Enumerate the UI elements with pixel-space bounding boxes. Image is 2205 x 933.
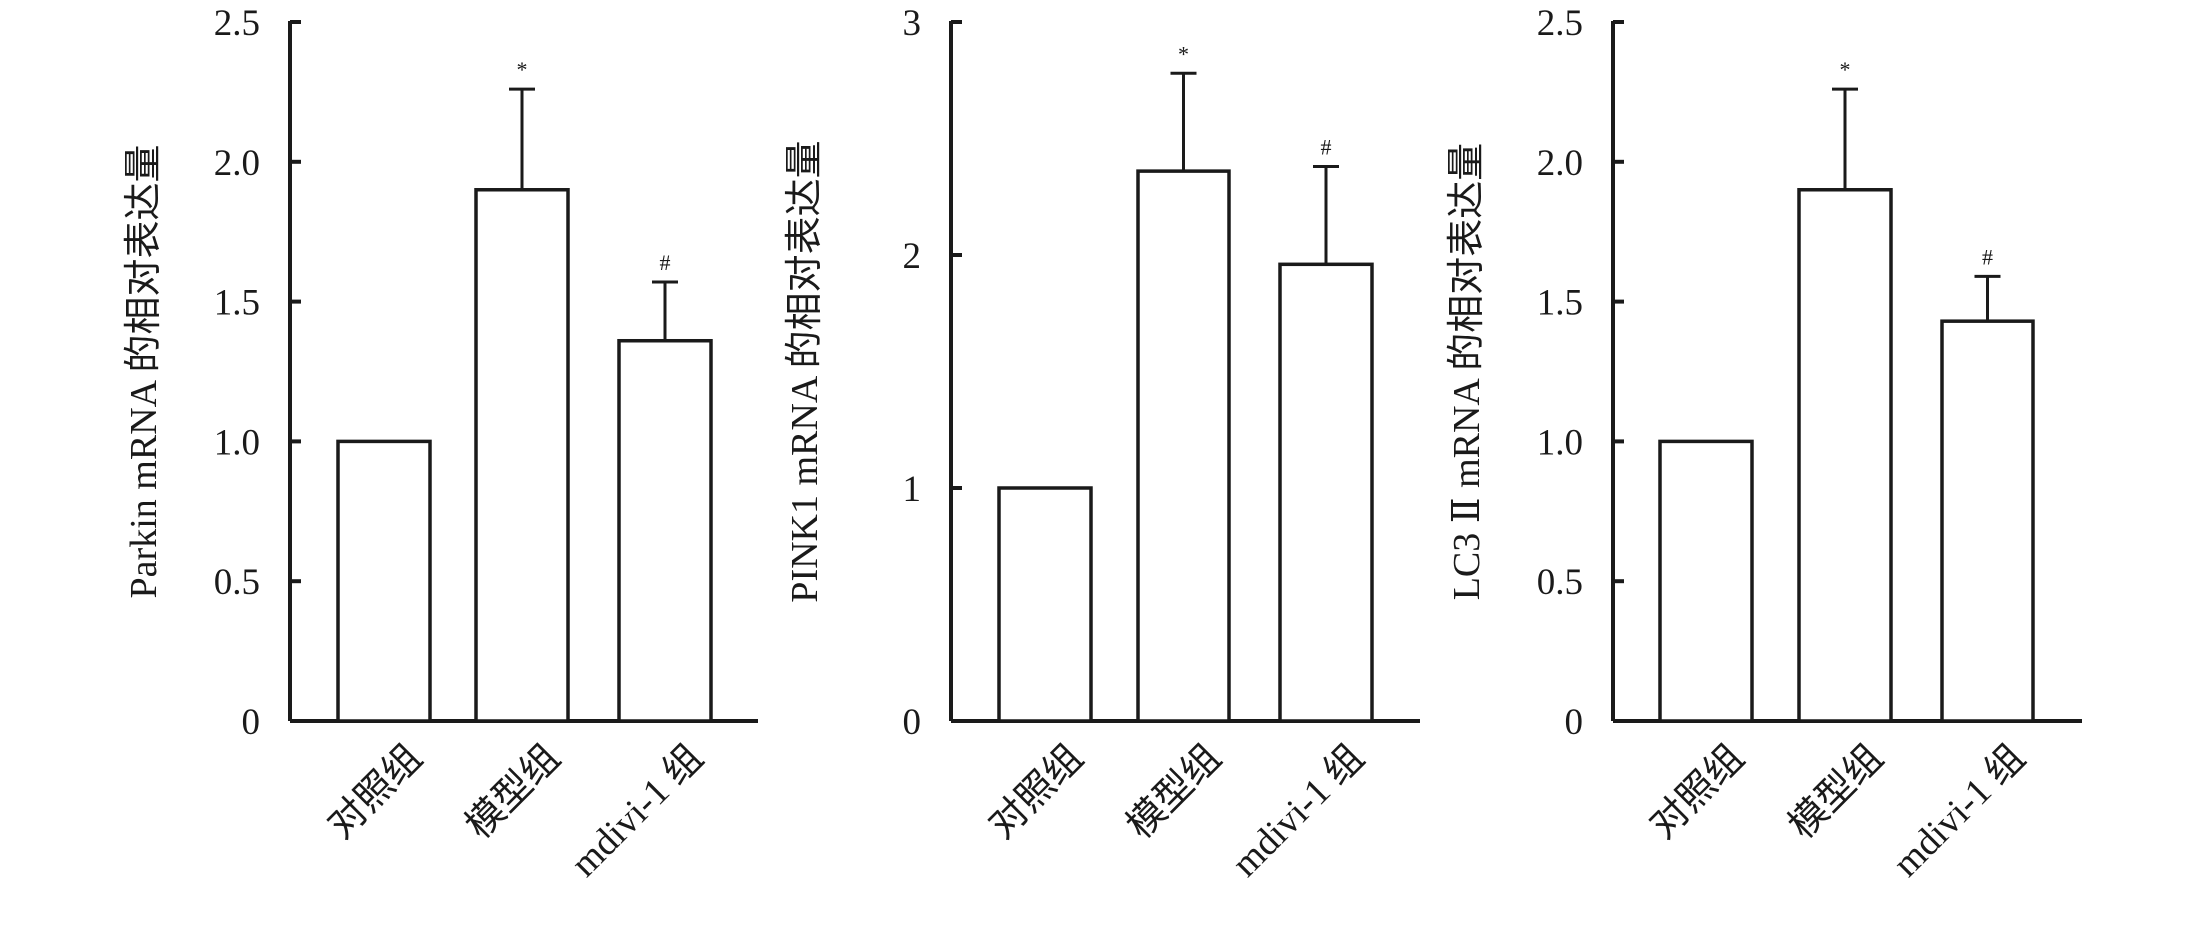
y-tick-label: 3 <box>903 3 922 44</box>
bar-control <box>997 486 1093 723</box>
significance-mark: # <box>1982 244 1993 269</box>
y-axis-title: PINK1 mRNA 的相对表达量 <box>784 140 826 602</box>
y-tick-label: 0 <box>1565 702 1584 743</box>
y-tick-label: 1.0 <box>1537 422 1583 463</box>
x-category-label: mdivi-1 组 <box>1885 737 2033 885</box>
y-tick-label: 1 <box>903 469 922 510</box>
y-tick-label: 2.0 <box>214 143 260 184</box>
significance-mark: # <box>660 250 671 275</box>
y-tick-label: 0.5 <box>214 562 260 603</box>
significance-mark: # <box>1321 134 1332 159</box>
x-category-label: 对照组 <box>320 737 430 847</box>
y-tick-label: 0 <box>242 702 261 743</box>
x-category-label: mdivi-1 组 <box>1224 737 1372 885</box>
bar-model <box>474 188 570 723</box>
y-axis-title: LC3 Ⅱ mRNA 的相对表达量 <box>1446 143 1488 601</box>
x-category-label: 模型组 <box>1119 737 1229 847</box>
y-axis-title: Parkin mRNA 的相对表达量 <box>123 145 165 599</box>
x-category-label: 模型组 <box>458 737 568 847</box>
x-category-label: 对照组 <box>981 737 1091 847</box>
y-tick-label: 0.5 <box>1537 562 1583 603</box>
y-tick-label: 1.5 <box>214 283 260 324</box>
bar-model <box>1136 169 1231 723</box>
bar-control <box>336 439 432 723</box>
significance-mark: * <box>1840 57 1851 82</box>
bar-mdivi <box>617 338 713 723</box>
y-tick-label: 1.0 <box>214 422 260 463</box>
y-tick-label: 2.5 <box>214 3 260 44</box>
significance-mark: * <box>517 57 528 82</box>
y-tick-label: 1.5 <box>1537 283 1583 324</box>
bar-mdivi <box>1940 319 2035 723</box>
significance-mark: * <box>1178 41 1189 66</box>
x-category-label: 对照组 <box>1642 737 1752 847</box>
x-category-label: mdivi-1 组 <box>563 737 711 885</box>
y-tick-label: 2.5 <box>1537 3 1583 44</box>
bar-control <box>1658 439 1754 723</box>
y-tick-label: 2 <box>903 236 922 277</box>
bar-mdivi <box>1278 262 1374 723</box>
y-tick-label: 0 <box>903 702 922 743</box>
y-tick-label: 2.0 <box>1537 143 1583 184</box>
x-category-label: 模型组 <box>1781 737 1891 847</box>
bar-model <box>1797 188 1893 723</box>
